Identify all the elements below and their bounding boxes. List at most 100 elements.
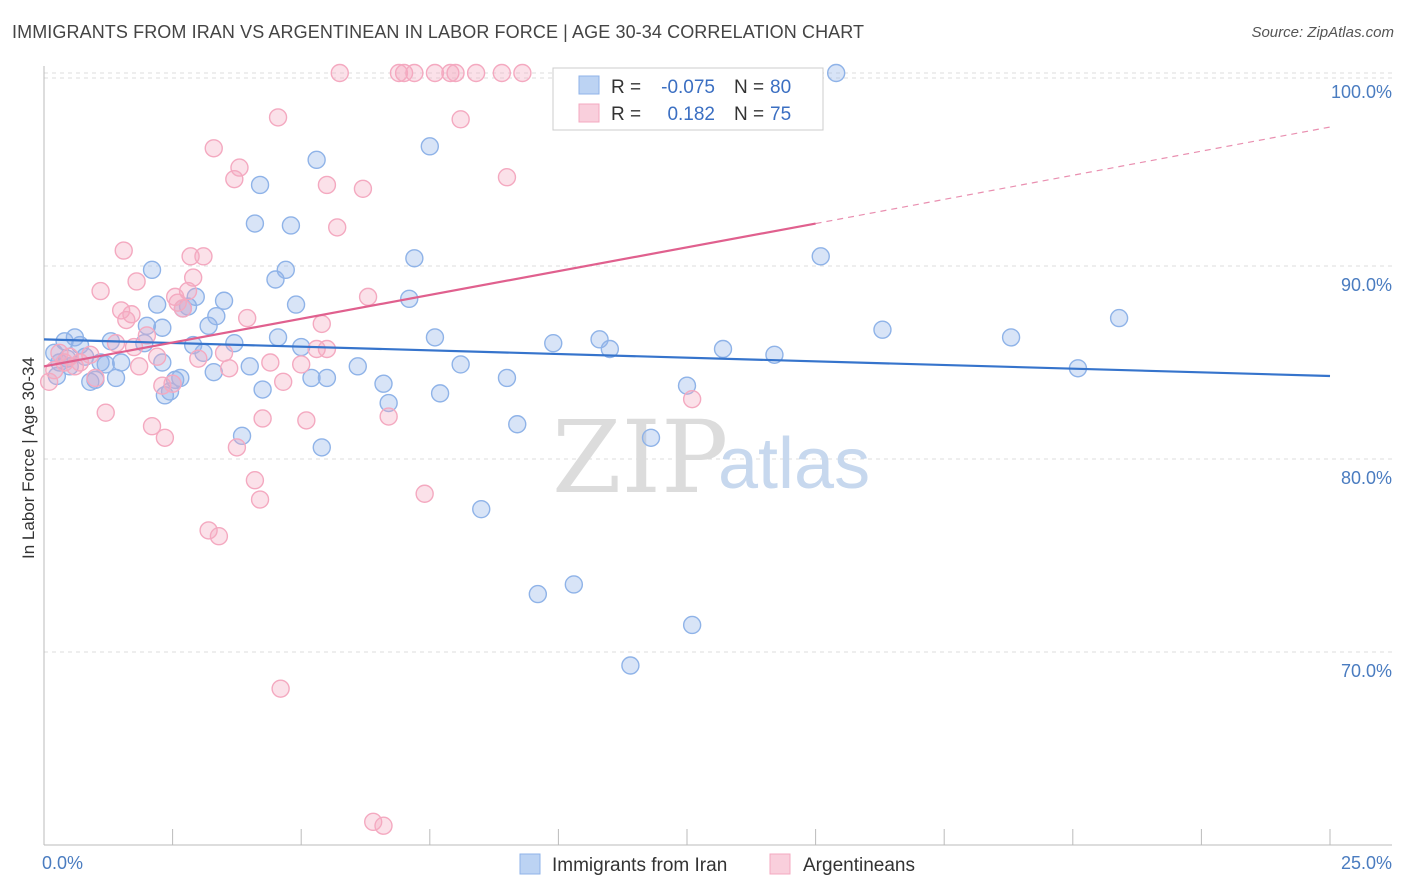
trend-line-series1 (43, 222, 816, 368)
point-series1-44 (253, 409, 272, 428)
x-tick-label-min: 0.0% (42, 853, 83, 873)
point-series1-19 (137, 326, 157, 345)
point-series0-16 (153, 318, 172, 337)
point-series1-68 (466, 63, 486, 83)
point-series1-37 (219, 359, 239, 378)
x-tick-label-max: 25.0% (1341, 853, 1392, 873)
point-series1-47 (271, 679, 290, 698)
point-series0-74 (1109, 308, 1129, 328)
point-series1-29 (181, 247, 200, 266)
point-series1-71 (513, 63, 532, 83)
point-series0-62 (600, 339, 620, 359)
point-series0-45 (317, 368, 337, 388)
legend-swatch-iran (578, 75, 600, 95)
point-series0-33 (245, 214, 265, 233)
point-series1-34 (204, 139, 223, 158)
legend-r-label-2: R = (611, 104, 641, 125)
point-series0-58 (528, 584, 548, 604)
watermark-atlas: atlas (718, 424, 870, 504)
legend-series-argentineans: Argentineans (803, 855, 915, 876)
point-series1-35 (209, 527, 229, 546)
point-series1-31 (189, 349, 208, 368)
point-series0-31 (232, 426, 252, 446)
point-series0-35 (253, 380, 272, 399)
point-series1-63 (405, 63, 424, 83)
point-series1-26 (168, 293, 187, 312)
point-series0-29 (214, 291, 234, 310)
point-series0-42 (302, 368, 321, 388)
point-series1-7 (81, 345, 100, 364)
point-series0-59 (544, 334, 563, 353)
point-series1-43 (250, 490, 270, 509)
point-series1-52 (312, 314, 331, 334)
point-series1-72 (682, 389, 702, 409)
point-series0-32 (240, 357, 259, 376)
point-series1-57 (353, 179, 373, 199)
point-series1-41 (237, 308, 257, 328)
point-series0-17 (153, 353, 172, 372)
point-series0-38 (276, 260, 295, 280)
point-series1-9 (91, 281, 110, 301)
point-series0-47 (374, 374, 393, 393)
point-series0-46 (348, 357, 367, 376)
point-series1-58 (358, 287, 378, 307)
point-series1-49 (292, 355, 311, 374)
point-series1-40 (230, 158, 249, 177)
watermark: ZIP atlas (552, 399, 870, 516)
point-series0-69 (811, 247, 830, 266)
point-series0-64 (641, 428, 661, 447)
point-series1-14 (117, 310, 136, 330)
point-series0-28 (207, 306, 226, 326)
point-series0-56 (497, 368, 517, 388)
point-series1-11 (106, 334, 126, 353)
legend-swatch-bottom-iran (519, 853, 541, 875)
point-series0-79 (204, 362, 223, 382)
point-series0-44 (312, 438, 331, 457)
source-credit: Source: ZipAtlas.com (1251, 24, 1394, 41)
point-series0-70 (826, 63, 846, 83)
point-series0-66 (682, 615, 702, 635)
stats-legend: R = -0.075 N = 80 R = 0.182 N = 75 (552, 67, 824, 131)
point-series1-0 (39, 372, 59, 391)
point-series0-57 (508, 415, 527, 434)
point-series1-74 (446, 63, 465, 83)
point-series1-8 (86, 368, 105, 388)
legend-n-label-1: N = (734, 77, 764, 98)
point-series0-48 (379, 393, 398, 413)
point-series1-48 (273, 372, 293, 391)
legend-n-value-2: 75 (770, 104, 791, 125)
point-series1-13 (114, 241, 133, 260)
point-series0-40 (286, 295, 306, 314)
point-series0-34 (250, 175, 270, 195)
point-series1-60 (374, 816, 393, 835)
point-series0-52 (425, 328, 445, 347)
point-series1-32 (194, 247, 213, 266)
point-series1-24 (163, 374, 182, 393)
point-series1-36 (214, 343, 234, 363)
point-series0-13 (137, 316, 157, 336)
point-series0-65 (677, 376, 697, 395)
point-series1-64 (415, 484, 434, 503)
point-series1-46 (268, 108, 288, 127)
watermark-zip: ZIP (552, 399, 728, 516)
point-series1-21 (147, 347, 167, 366)
legend-series-iran: Immigrants from Iran (552, 855, 727, 876)
point-series1-27 (173, 299, 193, 318)
point-series1-18 (129, 357, 149, 376)
point-series0-53 (430, 384, 450, 403)
point-series1-23 (155, 428, 175, 447)
point-series1-67 (451, 110, 470, 129)
chart-title: IMMIGRANTS FROM IRAN VS ARGENTINEAN IN L… (12, 22, 865, 42)
y-tick-label-0: 70.0% (1341, 661, 1392, 681)
point-series0-67 (713, 339, 733, 359)
point-series1-69 (492, 63, 512, 83)
legend-n-label-2: N = (734, 104, 764, 125)
point-series1-38 (225, 169, 244, 189)
series-legend: Immigrants from Iran Argentineans (519, 853, 915, 876)
legend-r-value-2: 0.182 (667, 104, 715, 125)
point-series1-45 (261, 353, 280, 372)
point-series1-65 (425, 63, 445, 83)
point-series0-54 (451, 355, 470, 374)
point-series1-61 (379, 407, 398, 426)
y-tick-label-3: 100.0% (1331, 82, 1392, 102)
